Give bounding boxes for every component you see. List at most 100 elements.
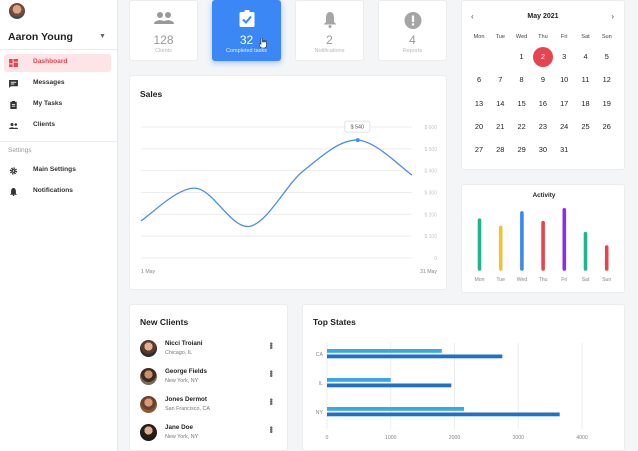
calendar-day[interactable]: 18 bbox=[581, 98, 590, 108]
stat-card-reports[interactable]: 4 Reports bbox=[378, 0, 447, 61]
calendar-day[interactable]: 8 bbox=[519, 75, 524, 85]
client-location: Chicago, IL bbox=[165, 350, 193, 356]
y-tick-label: IL bbox=[319, 381, 323, 387]
calendar-day[interactable]: 2 bbox=[532, 47, 553, 67]
calendar-day[interactable]: 4 bbox=[583, 52, 588, 61]
calendar-day[interactable]: 19 bbox=[602, 98, 611, 108]
calendar-day[interactable]: 26 bbox=[602, 121, 611, 131]
tasks-icon bbox=[10, 101, 17, 109]
calendar-day[interactable]: 31 bbox=[560, 145, 569, 155]
calendar-day[interactable]: 14 bbox=[496, 98, 505, 108]
calendar-day[interactable]: 6 bbox=[476, 75, 482, 85]
sidebar-item-my-tasks[interactable]: My Tasks bbox=[4, 96, 111, 114]
tooltip-box bbox=[344, 120, 371, 133]
y-tick-label: $ 100 bbox=[424, 234, 437, 240]
more-vert-icon[interactable]: ••• bbox=[266, 398, 276, 405]
calendar-day[interactable]: 12 bbox=[602, 75, 611, 85]
x-tick-label: Sun bbox=[602, 277, 611, 283]
calendar-day[interactable]: 29 bbox=[517, 145, 526, 155]
calendar-day[interactable]: 15 bbox=[517, 98, 526, 108]
sidebar-item-notifications[interactable]: Notifications bbox=[4, 183, 111, 201]
settings-section-label: Settings bbox=[8, 147, 32, 154]
avatar[interactable] bbox=[9, 3, 25, 19]
activity-chart[interactable]: Activity Mon Tue Wed Thu Fri Sat Sun bbox=[462, 185, 626, 294]
stat-label: Clients bbox=[155, 48, 172, 54]
list-item[interactable]: Nicci Troiani Chicago, IL ••• bbox=[140, 338, 278, 360]
sales-line bbox=[140, 139, 413, 227]
stat-card-completed-tasks[interactable]: 32 Completed tasks bbox=[212, 0, 281, 61]
divider bbox=[0, 141, 118, 142]
top-states-chart[interactable]: 0 1000 2000 3000 4000 CA IL NY bbox=[303, 305, 626, 451]
sales-title: Sales bbox=[140, 89, 163, 99]
more-vert-icon[interactable]: ••• bbox=[266, 342, 276, 349]
avatar bbox=[140, 424, 157, 441]
calendar-day[interactable]: 23 bbox=[538, 121, 547, 131]
calendar-day[interactable]: 5 bbox=[604, 52, 609, 61]
calendar-day[interactable]: 17 bbox=[560, 98, 569, 108]
stat-label: Reports bbox=[402, 48, 423, 54]
calendar-day[interactable]: 25 bbox=[581, 121, 590, 131]
state-bar bbox=[327, 407, 465, 411]
stat-card-clients[interactable]: 128 Clients bbox=[129, 0, 198, 61]
weekday-label: Sat bbox=[581, 34, 590, 40]
sidebar-item-label: Clients bbox=[33, 121, 55, 128]
chevron-right-icon[interactable]: › bbox=[611, 12, 614, 21]
state-bar bbox=[327, 383, 452, 388]
calendar-day[interactable]: 20 bbox=[474, 121, 484, 131]
calendar-day[interactable]: 1 bbox=[519, 52, 524, 61]
stat-value: 128 bbox=[153, 33, 174, 47]
avatar bbox=[140, 340, 157, 357]
more-vert-icon[interactable]: ••• bbox=[266, 426, 276, 433]
x-tick-label: Tue bbox=[496, 277, 505, 283]
state-bar bbox=[327, 378, 391, 382]
sidebar-item-clients[interactable]: Clients bbox=[4, 117, 111, 135]
cursor-hand-icon bbox=[259, 38, 267, 48]
y-tick-label: $ 400 bbox=[424, 169, 437, 175]
calendar-day[interactable]: 28 bbox=[496, 145, 505, 155]
user-name[interactable]: Aaron Young bbox=[8, 31, 73, 43]
calendar-day[interactable]: 9 bbox=[540, 75, 545, 85]
sidebar-item-main-settings[interactable]: Main Settings bbox=[4, 162, 111, 180]
calendar-month: May 2021 bbox=[527, 13, 559, 20]
sidebar-item-label: My Tasks bbox=[33, 100, 63, 107]
calendar-day[interactable]: 21 bbox=[496, 121, 505, 131]
x-tick-label: Sat bbox=[582, 277, 590, 283]
calendar-day[interactable]: 3 bbox=[562, 52, 567, 61]
bell-icon bbox=[9, 188, 18, 196]
weekday-label: Wed bbox=[515, 34, 528, 40]
stat-card-notifications[interactable]: 2 Notifications bbox=[295, 0, 364, 61]
y-tick-label: CA bbox=[316, 352, 324, 358]
sidebar-item-dashboard[interactable]: Dashboard bbox=[4, 54, 111, 72]
list-item[interactable]: George Fields New York, NY ••• bbox=[140, 366, 278, 388]
client-location: San Francisco, CA bbox=[165, 406, 210, 412]
more-vert-icon[interactable]: ••• bbox=[266, 370, 276, 377]
sidebar-item-label: Notifications bbox=[33, 187, 73, 194]
x-tick-label: 31 May bbox=[420, 269, 437, 275]
client-location: New York, NY bbox=[165, 434, 199, 440]
weekday-label: Fri bbox=[560, 34, 568, 40]
calendar-day[interactable]: 30 bbox=[538, 145, 547, 155]
calendar-day[interactable]: 10 bbox=[560, 75, 569, 85]
clients-icon bbox=[9, 123, 18, 129]
list-item[interactable]: Jones Dermot San Francisco, CA ••• bbox=[140, 394, 278, 416]
sidebar-item-messages[interactable]: Messages bbox=[4, 75, 111, 93]
calendar-day[interactable]: 24 bbox=[560, 121, 569, 131]
calendar-day[interactable]: 11 bbox=[581, 75, 590, 85]
calendar-day[interactable]: 22 bbox=[517, 121, 526, 131]
avatar bbox=[140, 368, 157, 385]
bell-icon bbox=[323, 12, 336, 28]
caret-down-icon[interactable]: ▼ bbox=[99, 33, 106, 40]
list-item[interactable]: Jane Doe New York, NY ••• bbox=[140, 422, 278, 444]
x-tick-label: Mon bbox=[474, 277, 484, 283]
messages-icon bbox=[9, 80, 18, 88]
calendar-day[interactable]: 7 bbox=[498, 75, 503, 85]
calendar-day[interactable]: 16 bbox=[538, 98, 547, 108]
calendar-card: ‹ May 2021 › Mon Tue Wed Thu Fri Sat Sun 1 2 3 4 5 6… bbox=[461, 0, 625, 170]
state-bar bbox=[327, 349, 442, 353]
calendar-day[interactable]: 27 bbox=[474, 145, 484, 155]
calendar-day[interactable]: 13 bbox=[474, 98, 484, 108]
weekday-label: Sun bbox=[601, 34, 612, 40]
chevron-left-icon[interactable]: ‹ bbox=[471, 12, 474, 21]
x-tick-label: Thu bbox=[539, 277, 548, 283]
sales-chart[interactable]: $ 600 $ 500 $ 400 $ 300 $ 200 $ 100 0 $ 540 1 Ma… bbox=[130, 76, 448, 291]
